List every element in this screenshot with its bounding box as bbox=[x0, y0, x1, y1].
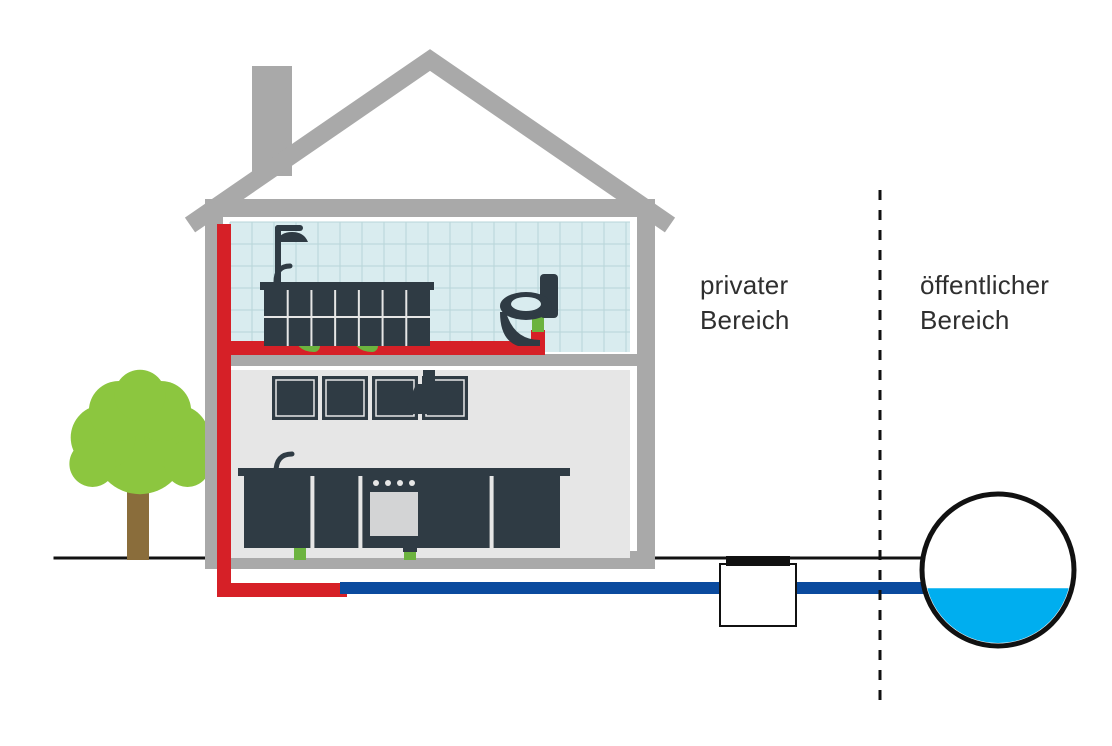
kitchen-lower-icon bbox=[238, 468, 570, 548]
floor-separator bbox=[223, 354, 637, 366]
label-public-line1: öffentlicher bbox=[920, 270, 1049, 300]
tree-icon bbox=[69, 370, 210, 560]
label-private: privater Bereich bbox=[700, 268, 790, 338]
bathtub-icon bbox=[260, 282, 434, 346]
blue-pipe bbox=[340, 582, 940, 594]
label-public: öffentlicher Bereich bbox=[920, 268, 1049, 338]
label-private-line2: Bereich bbox=[700, 305, 790, 335]
label-private-line1: privater bbox=[700, 270, 788, 300]
sewer-main-icon bbox=[922, 494, 1074, 646]
label-public-line2: Bereich bbox=[920, 305, 1010, 335]
diagram-svg bbox=[0, 0, 1112, 746]
manhole-icon bbox=[720, 556, 796, 626]
